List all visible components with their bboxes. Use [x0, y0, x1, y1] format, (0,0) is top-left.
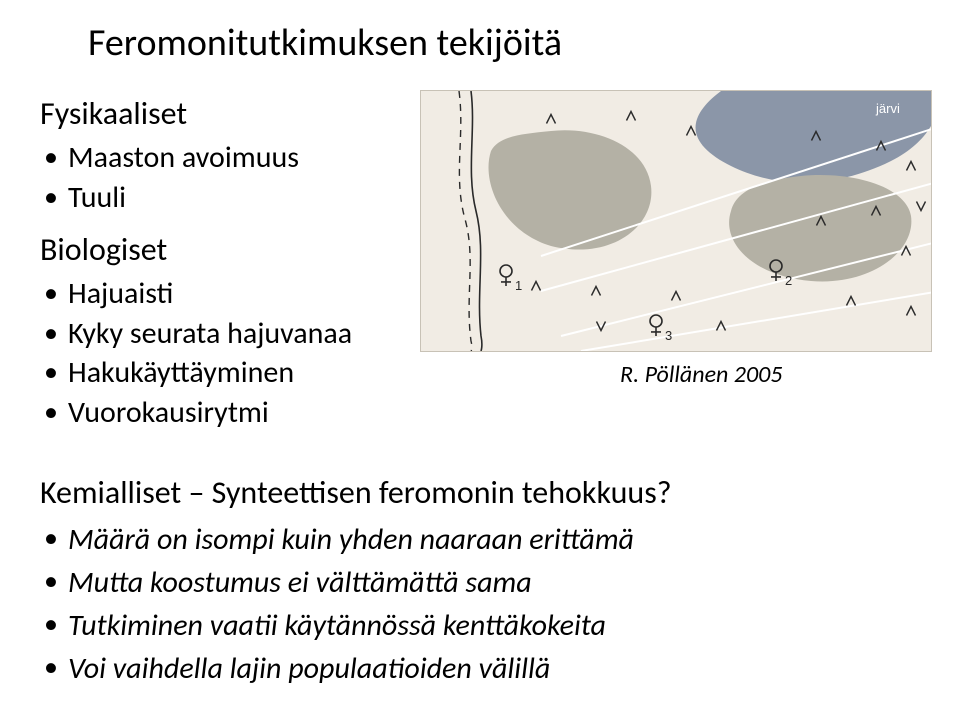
svg-text:2: 2: [785, 273, 792, 288]
list-kemialliset: Määrä on isompi kuin yhden naaraan eritt…: [40, 520, 920, 688]
figure-column: järvi123 R. Pöllänen 2005: [420, 90, 932, 352]
list-item: Hakukäyttäyminen: [40, 354, 420, 392]
svg-text:1: 1: [515, 278, 522, 293]
list-item: Tuuli: [40, 179, 420, 217]
list-item: Voi vaihdella lajin populaatioiden välil…: [40, 649, 920, 688]
svg-text:järvi: järvi: [875, 101, 900, 116]
heading-kemialliset: Kemialliset: [40, 473, 181, 512]
list-fysikaaliset: Maaston avoimuus Tuuli: [40, 139, 420, 216]
slide: Feromonitutkimuksen tekijöitä Fysikaalis…: [0, 0, 960, 712]
heading-biologiset: Biologiset: [40, 230, 420, 269]
svg-text:3: 3: [665, 328, 672, 343]
diagram-svg: järvi 1 2 3: [421, 91, 931, 351]
list-item: Vuorokausirytmi: [40, 394, 420, 432]
list-item: Hajuaisti: [40, 275, 420, 313]
list-biologiset: Hajuaisti Kyky seurata hajuvanaa Hakukäy…: [40, 275, 420, 431]
figure-caption: R. Pöllänen 2005: [620, 360, 782, 389]
list-item: Määrä on isompi kuin yhden naaraan eritt…: [40, 520, 920, 559]
lower-block: Kemialliset – Synteettisen feromonin teh…: [40, 473, 920, 688]
heading-fysikaaliset: Fysikaaliset: [40, 94, 420, 133]
list-item: Tutkiminen vaatii käytännössä kenttäkoke…: [40, 606, 920, 645]
slide-title: Feromonitutkimuksen tekijöitä: [88, 20, 920, 66]
diagram: järvi 1 2 3: [420, 90, 932, 352]
text-column: Fysikaaliset Maaston avoimuus Tuuli Biol…: [40, 90, 420, 445]
kemialliset-line: Kemialliset – Synteettisen feromonin teh…: [40, 473, 920, 512]
upper-row: Fysikaaliset Maaston avoimuus Tuuli Biol…: [40, 90, 920, 445]
dash: –: [188, 473, 204, 512]
list-item: Kyky seurata hajuvanaa: [40, 315, 420, 353]
kemialliset-question: Synteettisen feromonin tehokkuus?: [212, 473, 672, 512]
list-item: Mutta koostumus ei välttämättä sama: [40, 563, 920, 602]
list-item: Maaston avoimuus: [40, 139, 420, 177]
